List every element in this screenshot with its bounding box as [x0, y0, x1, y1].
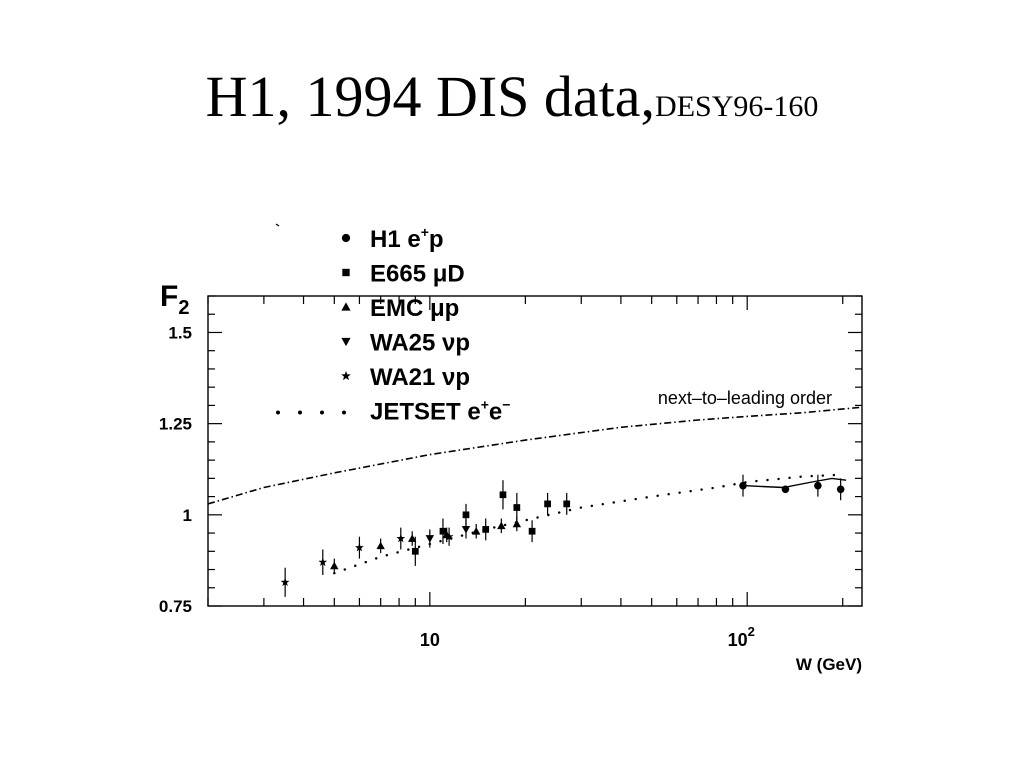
point-square: [563, 500, 571, 508]
legend-label-sup: +: [481, 397, 489, 413]
point-star: [280, 577, 290, 586]
curve-jetset-e-e-: [333, 473, 844, 575]
y-axis-label-subscript: 2: [178, 297, 189, 319]
curve-next-to-leading-order: [207, 406, 863, 505]
legend-label: EMC μp: [370, 295, 459, 322]
point-square: [439, 527, 447, 535]
legend-marker-star: [341, 370, 351, 381]
point-circle: [814, 481, 822, 490]
point-square: [513, 504, 521, 511]
point-triangle-down: [461, 526, 471, 534]
legend-label-text: JETSET e: [370, 399, 481, 426]
legend-label-tail: e: [489, 399, 502, 426]
y-tick-label: 1.5: [168, 323, 192, 342]
point-circle: [836, 485, 845, 494]
legend-label-sup: +: [421, 224, 429, 240]
point-square: [482, 526, 490, 533]
legend-label: H1 e+p: [370, 224, 444, 253]
legend-marker-square: [342, 268, 350, 277]
x-tick-label: 10: [420, 630, 440, 650]
point-square: [499, 491, 507, 499]
point-square: [411, 547, 419, 555]
title-reference: DESY96-160: [655, 90, 819, 123]
x-tick-exponent: 2: [748, 624, 755, 639]
point-square: [544, 500, 551, 508]
point-triangle-up: [497, 521, 506, 530]
y-tick-label: 1: [183, 506, 192, 525]
point-triangle-up: [330, 561, 339, 570]
point-triangle-up: [376, 541, 385, 550]
legend-marker-triangle-down: [341, 337, 351, 347]
point-star: [355, 543, 364, 552]
x-tick-label: 102: [728, 624, 755, 650]
point-square: [528, 527, 536, 535]
legend-marker-dot: [276, 410, 280, 415]
point-star: [444, 532, 454, 541]
legend-label: WA25 νp: [370, 330, 470, 357]
point-triangle-down: [425, 535, 435, 543]
legend-tick-mark: [275, 223, 280, 227]
legend-label-tail: p: [429, 226, 444, 253]
point-triangle-up: [472, 527, 481, 535]
legend-marker-circle: [341, 233, 351, 243]
legend-label: JETSET e+e−: [370, 397, 510, 426]
point-circle: [739, 481, 747, 490]
y-axis-label: F2: [160, 280, 189, 319]
legend-label-sup: −: [502, 397, 510, 413]
legend-marker-dot: [298, 410, 302, 415]
y-tick-label: 0.75: [159, 597, 192, 616]
slide-title: H1, 1994 DIS data,DESY96-160: [0, 68, 1024, 126]
curve-annotation-nlo: next–to–leading order: [658, 388, 832, 408]
point-circle: [781, 485, 790, 494]
x-axis-label: W (GeV): [796, 655, 862, 674]
curve-h1-fit: [742, 477, 847, 489]
legend-label-text: WA21 νp: [370, 364, 470, 391]
title-main: H1, 1994 DIS data,: [205, 64, 656, 129]
y-tick-label: 1.25: [159, 415, 192, 434]
legend-marker-triangle-up: [341, 302, 351, 311]
plot-frame: [207, 295, 863, 607]
legend-marker-dot: [320, 410, 324, 415]
curves: next–to–leading order: [207, 388, 863, 575]
legend-label: E665 μD: [370, 261, 465, 288]
legend-label-text: H1 e: [370, 226, 421, 253]
plot-border: [207, 295, 863, 607]
legend-label-text: EMC μp: [370, 295, 459, 322]
legend-label-text: E665 μD: [370, 261, 465, 288]
point-square: [462, 511, 470, 519]
legend-marker-dot: [342, 410, 346, 415]
legend-label-text: WA25 νp: [370, 330, 470, 357]
point-triangle-up: [408, 534, 417, 542]
axis-labels: 0.75 1 1.25 1.5 10 102 W (GeV) F2: [159, 280, 862, 674]
data-points: [280, 474, 845, 597]
point-triangle-up: [512, 519, 522, 528]
point-star: [396, 533, 406, 543]
point-star: [318, 557, 328, 566]
legend-label: WA21 νp: [370, 364, 470, 391]
